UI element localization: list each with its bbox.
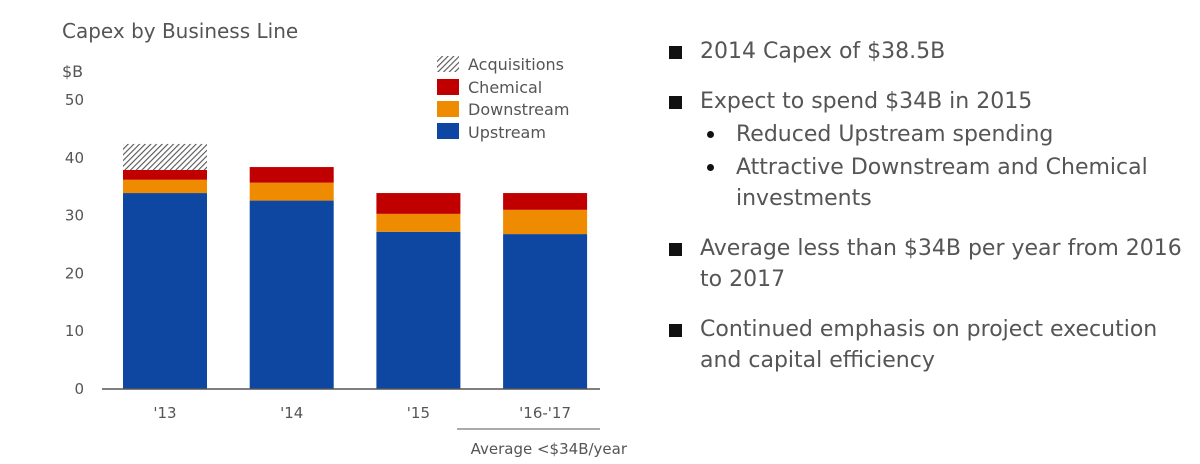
x-tick-label: '13	[153, 404, 176, 422]
bullet-2015-spend: Expect to spend $34B in 2015	[669, 86, 1189, 117]
y-axis-unit-label: $B	[62, 62, 83, 81]
bullet-2014-capex: 2014 Capex of $38.5B	[669, 36, 1189, 67]
capex-chart: Capex by Business Line $B 0 10 20 30 40 50 '1…	[62, 19, 628, 458]
bar-segment-acquisitions	[123, 143, 207, 170]
bullet-list: 2014 Capex of $38.5B Expect to spend $34…	[669, 36, 1189, 376]
bar-segment-upstream	[249, 200, 334, 389]
sub-bullet-downstream-chemical: Attractive Downstream and Chemical inves…	[669, 152, 1189, 214]
legend-swatch-chemical	[437, 79, 459, 95]
x-tick-label: '16-'17	[519, 404, 571, 422]
bar-segment-chemical	[376, 193, 461, 214]
y-tick-label: 30	[65, 207, 84, 225]
bar-segment-downstream	[123, 179, 207, 194]
y-tick-label: 40	[65, 149, 84, 167]
bars	[123, 143, 588, 389]
legend-swatch-upstream	[437, 123, 459, 139]
y-tick-label: 0	[74, 380, 84, 398]
bar-segment-upstream	[503, 234, 588, 389]
bar-segment-chemical	[123, 169, 207, 180]
legend-label-downstream: Downstream	[468, 100, 569, 119]
bar-segment-chemical	[249, 167, 334, 183]
chart-title: Capex by Business Line	[62, 19, 298, 43]
bar-segment-downstream	[503, 209, 588, 235]
bar-segment-downstream	[376, 213, 461, 232]
bullet-2016-2017-average: Average less than $34B per year from 201…	[669, 233, 1189, 295]
average-annotation: Average <$34B/year	[471, 440, 628, 458]
legend-label-acquisitions: Acquisitions	[468, 55, 564, 74]
y-axis-ticks: 0 10 20 30 40 50	[65, 91, 84, 398]
bullet-project-execution: Continued emphasis on project execution …	[669, 314, 1189, 376]
legend: Acquisitions Chemical Downstream Upstrea…	[437, 55, 569, 142]
bar-segment-downstream	[249, 182, 334, 201]
legend-swatch-downstream	[437, 101, 459, 117]
legend-label-chemical: Chemical	[468, 78, 542, 97]
bar-segment-upstream	[123, 193, 207, 389]
x-tick-label: '14	[280, 404, 303, 422]
x-axis-ticks: '13 '14 '15 '16-'17	[153, 404, 571, 422]
y-tick-label: 10	[65, 322, 84, 340]
y-tick-label: 50	[65, 91, 84, 109]
sub-bullet-upstream: Reduced Upstream spending	[669, 119, 1189, 150]
bar-segment-upstream	[376, 231, 461, 389]
x-tick-label: '15	[407, 404, 430, 422]
legend-swatch-acquisitions	[437, 56, 459, 72]
y-tick-label: 20	[65, 264, 84, 282]
legend-label-upstream: Upstream	[468, 123, 546, 142]
bar-segment-chemical	[503, 193, 588, 210]
